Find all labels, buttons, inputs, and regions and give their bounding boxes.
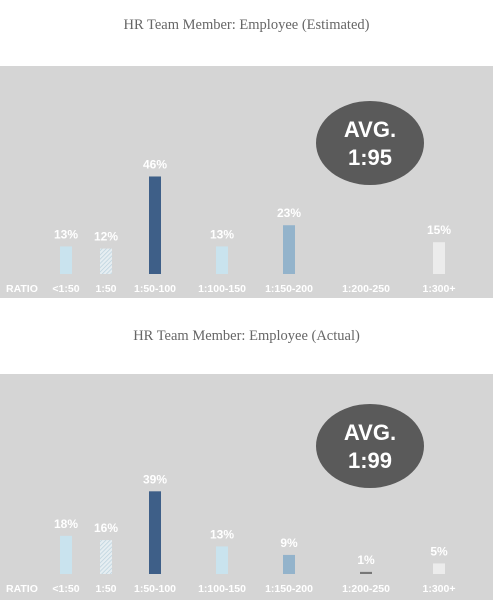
category-label: 1:200-250 <box>342 283 390 295</box>
bar <box>360 571 372 574</box>
category-label: <1:50 <box>52 283 79 295</box>
value-label: 13% <box>210 527 234 541</box>
axis-label: RATIO <box>6 283 38 295</box>
category-label: 1:50-100 <box>134 283 176 295</box>
category-label: 1:100-150 <box>198 583 246 595</box>
bar <box>100 540 112 574</box>
value-label: 39% <box>143 472 167 486</box>
value-label: 16% <box>94 521 118 535</box>
bar-chart-actual: AVG. 1:99 RATIO 18% <1:50 16% 1:50 39% 1:50-100 1… <box>6 404 456 595</box>
bar-chart-estimated: AVG. 1:95 RATIO 13% <1:50 12% 1:50 46% 1:50-100 1… <box>6 101 456 295</box>
bar <box>433 563 445 574</box>
average-badge-text: 1:95 <box>348 145 392 170</box>
bar <box>60 535 72 574</box>
bar <box>149 176 161 274</box>
category-label: 1:150-200 <box>265 583 313 595</box>
average-badge <box>316 404 424 488</box>
average-badge <box>316 101 424 185</box>
average-badge-text: 1:99 <box>348 448 392 473</box>
chart-panel-estimated: AVG. 1:95 RATIO 13% <1:50 12% 1:50 46% 1:50-100 1… <box>0 66 493 298</box>
value-label: 13% <box>54 227 78 241</box>
bar <box>60 246 72 274</box>
bar <box>216 546 228 574</box>
bar <box>100 248 112 274</box>
chart-panel-actual: AVG. 1:99 RATIO 18% <1:50 16% 1:50 39% 1:50-100 1… <box>0 374 493 600</box>
bar <box>149 491 161 574</box>
average-badge-text: AVG. <box>344 117 396 142</box>
value-label: 12% <box>94 230 118 244</box>
axis-label: RATIO <box>6 583 38 595</box>
value-label: 1% <box>357 553 375 567</box>
category-label: 1:200-250 <box>342 583 390 595</box>
category-label: 1:50 <box>95 283 116 295</box>
bar <box>216 246 228 274</box>
value-label: 9% <box>280 536 298 550</box>
category-label: <1:50 <box>52 583 79 595</box>
category-label: 1:150-200 <box>265 283 313 295</box>
bar <box>283 225 295 274</box>
value-label: 46% <box>143 157 167 171</box>
category-label: 1:100-150 <box>198 283 246 295</box>
category-label: 1:300+ <box>423 583 456 595</box>
value-label: 23% <box>277 206 301 220</box>
chart-title-actual: HR Team Member: Employee (Actual) <box>133 328 360 344</box>
value-label: 18% <box>54 517 78 531</box>
value-label: 15% <box>427 223 451 237</box>
category-label: 1:300+ <box>423 283 456 295</box>
value-label: 5% <box>430 544 448 558</box>
bar <box>433 242 445 274</box>
chart-title-estimated: HR Team Member: Employee (Estimated) <box>123 17 370 33</box>
category-label: 1:50 <box>95 583 116 595</box>
value-label: 13% <box>210 227 234 241</box>
category-label: 1:50-100 <box>134 583 176 595</box>
average-badge-text: AVG. <box>344 420 396 445</box>
bar <box>283 554 295 574</box>
